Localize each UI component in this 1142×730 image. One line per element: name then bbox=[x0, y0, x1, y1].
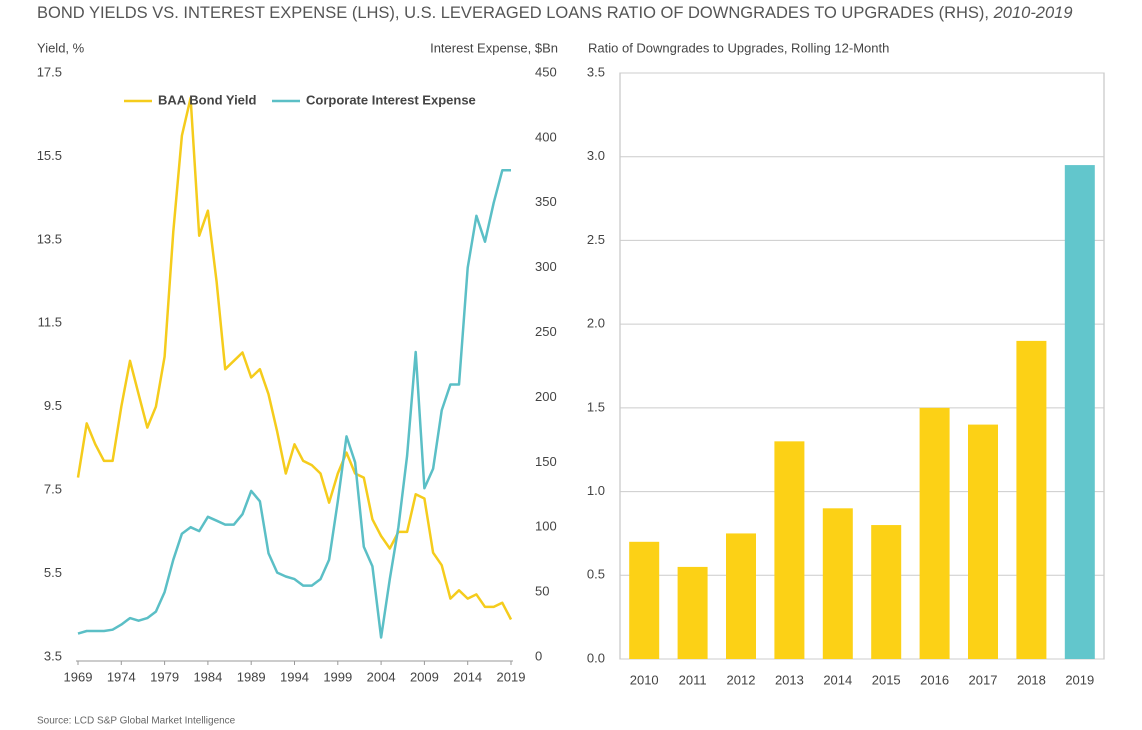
y2-tick-label: 450 bbox=[535, 64, 557, 79]
line-series bbox=[77, 169, 511, 639]
bar bbox=[774, 441, 805, 659]
x-tick-label: 2019 bbox=[497, 669, 526, 684]
y2-tick-label: 300 bbox=[535, 259, 557, 274]
y-tick-label: 2.5 bbox=[587, 232, 605, 247]
y-tick-label: 2.0 bbox=[587, 316, 605, 331]
bar bbox=[968, 424, 998, 659]
x-tick-label: 2010 bbox=[630, 672, 659, 687]
bar bbox=[871, 525, 902, 659]
x-tick-label: 2016 bbox=[920, 672, 949, 687]
x-tick-label: 1984 bbox=[193, 669, 222, 684]
x-tick-label: 1979 bbox=[150, 669, 179, 684]
y2-tick-label: 0 bbox=[535, 648, 542, 663]
y2-tick-label: 200 bbox=[535, 389, 557, 404]
bar bbox=[629, 541, 660, 659]
y2-tick-label: 100 bbox=[535, 519, 557, 534]
y-axis-label: Yield, % bbox=[37, 40, 85, 55]
x-tick-label: 2015 bbox=[872, 672, 901, 687]
y-tick-label: 0.5 bbox=[587, 567, 605, 582]
y-tick-label: 3.5 bbox=[587, 64, 605, 79]
bar bbox=[1016, 340, 1047, 659]
title: BOND YIELDS VS. INTEREST EXPENSE (LHS), … bbox=[37, 4, 1073, 22]
y-tick-label: 11.5 bbox=[38, 315, 62, 330]
title-main: BOND YIELDS VS. INTEREST EXPENSE (LHS), … bbox=[37, 4, 989, 22]
bar bbox=[919, 407, 950, 659]
y-tick-label: 3.5 bbox=[44, 648, 62, 663]
x-tick-label: 2004 bbox=[367, 669, 396, 684]
y-tick-label: 0.0 bbox=[587, 650, 605, 665]
y2-tick-label: 400 bbox=[535, 129, 557, 144]
x-tick-label: 2019 bbox=[1065, 672, 1094, 687]
y-tick-label: 9.5 bbox=[44, 398, 62, 413]
y-tick-label: 1.5 bbox=[587, 399, 605, 414]
x-tick-label: 1974 bbox=[107, 669, 136, 684]
legend-label: BAA Bond Yield bbox=[158, 92, 257, 107]
y-tick-label: 3.0 bbox=[587, 148, 605, 163]
legend-label: Corporate Interest Expense bbox=[306, 92, 476, 107]
y2-axis-label: Interest Expense, $Bn bbox=[430, 40, 558, 55]
source: Source: LCD S&P Global Market Intelligen… bbox=[37, 716, 236, 727]
x-tick-label: 1989 bbox=[237, 669, 266, 684]
x-tick-label: 2009 bbox=[410, 669, 439, 684]
bar bbox=[1064, 165, 1095, 660]
x-tick-label: 2013 bbox=[775, 672, 804, 687]
y-tick-label: 15.5 bbox=[37, 148, 62, 163]
x-tick-label: 2014 bbox=[823, 672, 852, 687]
x-tick-label: 1969 bbox=[64, 669, 93, 684]
x-tick-label: 2011 bbox=[679, 672, 707, 687]
y2-tick-label: 50 bbox=[535, 584, 549, 599]
y2-tick-label: 150 bbox=[535, 454, 557, 469]
x-tick-label: 2017 bbox=[969, 672, 998, 687]
y-tick-label: 17.5 bbox=[37, 64, 62, 79]
y-tick-label: 13.5 bbox=[37, 231, 62, 246]
y2-tick-label: 250 bbox=[535, 324, 557, 339]
bar bbox=[726, 533, 756, 659]
y-axis-label: Ratio of Downgrades to Upgrades, Rolling… bbox=[588, 40, 889, 55]
y-tick-label: 1.0 bbox=[587, 483, 605, 498]
bar bbox=[822, 508, 853, 659]
x-tick-label: 2012 bbox=[727, 672, 756, 687]
x-tick-label: 2018 bbox=[1017, 672, 1046, 687]
y-tick-label: 5.5 bbox=[44, 565, 62, 580]
y-tick-label: 7.5 bbox=[44, 482, 62, 497]
bar bbox=[677, 566, 708, 659]
line-series bbox=[76, 96, 513, 621]
x-tick-label: 1994 bbox=[280, 669, 309, 684]
title-years: 2010-2019 bbox=[993, 4, 1073, 22]
x-tick-label: 2014 bbox=[453, 669, 482, 684]
y2-tick-label: 350 bbox=[535, 194, 557, 209]
x-tick-label: 1999 bbox=[323, 669, 352, 684]
